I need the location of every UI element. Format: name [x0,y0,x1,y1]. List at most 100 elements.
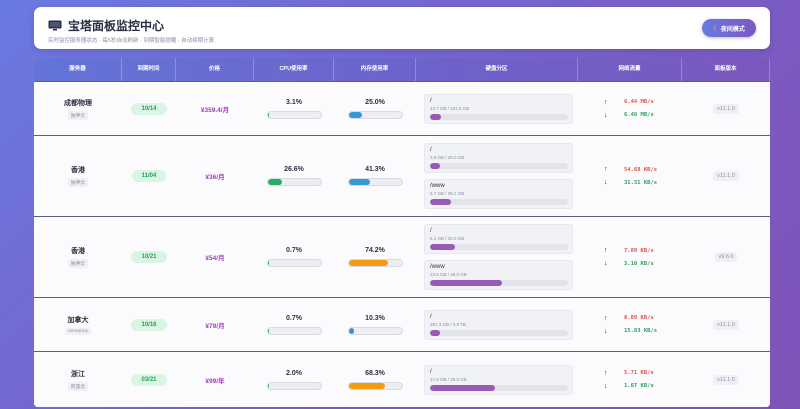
column-header: CPU使用率 [254,58,334,81]
disk-progress-fill [430,329,440,336]
cpu-percent: 0.7% [286,314,302,322]
night-mode-button[interactable]: ☾ 夜间模式 [702,19,756,37]
arrow-down-icon: ↓ [604,260,608,267]
upload-speed: 6.44 MB/s [624,99,654,105]
cpu-cell: 0.7% [254,298,334,351]
server-name: 成都物理 [64,99,92,107]
night-mode-label: 夜间模式 [720,26,745,33]
title-row: 宝塔面板监控中心 [48,17,164,34]
disk-usage: 2.9 GB / 40.0 GB [430,155,465,160]
server-name: 加拿大 [67,316,89,324]
arrow-up-icon: ↑ [604,247,608,254]
server-cell: 香港 独神云 [34,217,122,297]
disk-mount: / [430,368,432,375]
panel-version-badge: v9.6.0 [714,252,738,262]
cpu-progress-bar [266,381,322,390]
disk-partition: / 5.1 GB / 28.9 GB [424,224,573,254]
upload-line: ↑ 6.44 MB/s [604,96,682,109]
disk-progress-fill [430,384,495,391]
upload-line: ↑ 7.89 KB/s [604,244,682,257]
download-speed: 15.83 KB/s [624,328,658,334]
disk-usage: 17.6 GB / 39.0 GB [430,376,467,382]
version-cell: v11.1.0 [682,136,770,216]
disk-mount: / [430,97,432,104]
disk-partition: /www 23.5 GB / 48.9 GB [424,260,573,290]
panel-version-badge: v11.1.0 [713,103,739,114]
version-cell: v11.1.0 [682,352,770,407]
download-line: ↓ 31.31 KB/s [604,176,682,189]
table-row: 香港 独神云 11/04 ¥36/月 26.6% 41.3% / 2.9 GB / 40.0 … [34,135,770,216]
memory-progress-fill [348,179,371,185]
disk-usage: 23.5 GB / 48.9 GB [430,272,467,277]
expire-badge: 11/04 [131,170,167,182]
disk-cell: /43.7 GB / 101.5 GB [424,82,578,135]
cpu-percent: 3.1% [286,98,302,106]
panel-version-badge: v11.1.0 [713,319,739,330]
memory-cell: 10.3% [334,298,416,351]
disk-progress-bar [430,280,568,286]
arrow-down-icon: ↓ [604,179,608,186]
server-name: 浙江 [71,370,85,378]
memory-progress-bar [347,326,403,335]
cpu-progress-fill [267,111,270,118]
column-header: 到期时间 [122,58,176,81]
moon-icon: ☾ [713,25,719,32]
disk-partition: / 2.9 GB / 40.0 GB [424,143,573,173]
disk-usage: 5.7 GB / 39.1 GB [430,191,465,196]
network-cell: ↑ 8.09 KB/s ↓ 15.83 KB/s [604,298,682,351]
disk-mount: / [430,228,432,234]
cpu-percent: 0.7% [286,247,302,254]
cpu-progress-bar [266,259,322,267]
column-header: 硬盘分区 [416,58,578,81]
expire-badge: 10/16 [131,318,167,331]
page-subtitle: 实时监控服务器状态 · 每5秒自动刷新 · 到期智能提醒 · 自动续期计算 [48,38,215,44]
price-value: ¥359.4/月 [200,106,230,114]
disk-cell: /267.3 GB / 3.9 TB [424,298,578,351]
cpu-progress-bar [266,178,322,186]
arrow-down-icon: ↓ [604,382,608,390]
price-cell: ¥99/年 [176,352,254,407]
memory-progress-bar [347,110,403,119]
disk-progress-bar [430,199,568,205]
disk-partition: /43.7 GB / 101.5 GB [424,93,573,124]
version-cell: v11.1.0 [682,298,770,351]
cpu-cell: 3.1% [254,82,334,135]
table-row: 成都物理独神云 10/14 ¥359.4/月 3.1% 25.0% /43.7 GB / … [34,81,770,135]
cpu-progress-fill [267,382,269,389]
expire-cell: 10/16 [122,298,176,351]
download-line: ↓ 3.10 KB/s [604,257,682,270]
memory-progress-fill [348,260,388,266]
server-cell: 加拿大 servarica [34,298,122,351]
download-line: ↓ 6.46 MB/s [604,109,682,122]
panel-version-badge: v11.1.0 [713,171,739,181]
price-cell: ¥36/月 [176,136,254,216]
memory-progress-bar [347,259,403,267]
memory-cell: 74.2% [334,217,416,297]
server-name: 香港 [71,248,85,255]
memory-percent: 74.2% [365,247,385,254]
table-row: 浙江 阿里云 03/21 ¥99/年 2.0% 68.3% /17.6 GB / 39.0 … [34,351,770,407]
disk-usage: 5.1 GB / 28.9 GB [430,236,465,241]
memory-progress-bar [347,381,403,390]
memory-percent: 10.3% [365,314,385,322]
network-cell: ↑ 54.68 KB/s ↓ 31.31 KB/s [604,136,682,216]
disk-progress-fill [430,199,451,205]
provider-tag: servarica [65,327,91,335]
cpu-cell: 2.0% [254,352,334,407]
server-cell: 香港 独神云 [34,136,122,216]
monitor-icon [48,20,62,31]
table-header: 服务器 到期时间 价格 CPU使用率 内存使用率 硬盘分区 网络流量 面板版本 [34,58,770,81]
disk-progress-bar [430,329,568,336]
expire-badge: 10/14 [131,102,167,115]
memory-progress-fill [348,111,362,118]
memory-progress-fill [348,327,354,334]
provider-tag: 独神云 [67,110,89,120]
upload-line: ↑ 54.68 KB/s [604,163,682,176]
memory-percent: 25.0% [365,98,385,106]
download-line: ↓ 1.67 KB/s [604,380,682,393]
disk-progress-bar [430,163,568,169]
disk-mount: / [430,147,432,153]
server-table: 服务器 到期时间 价格 CPU使用率 内存使用率 硬盘分区 网络流量 面板版本 成都物理独神云… [34,58,770,407]
provider-tag: 独神云 [67,178,89,187]
disk-mount: /www [430,264,445,270]
